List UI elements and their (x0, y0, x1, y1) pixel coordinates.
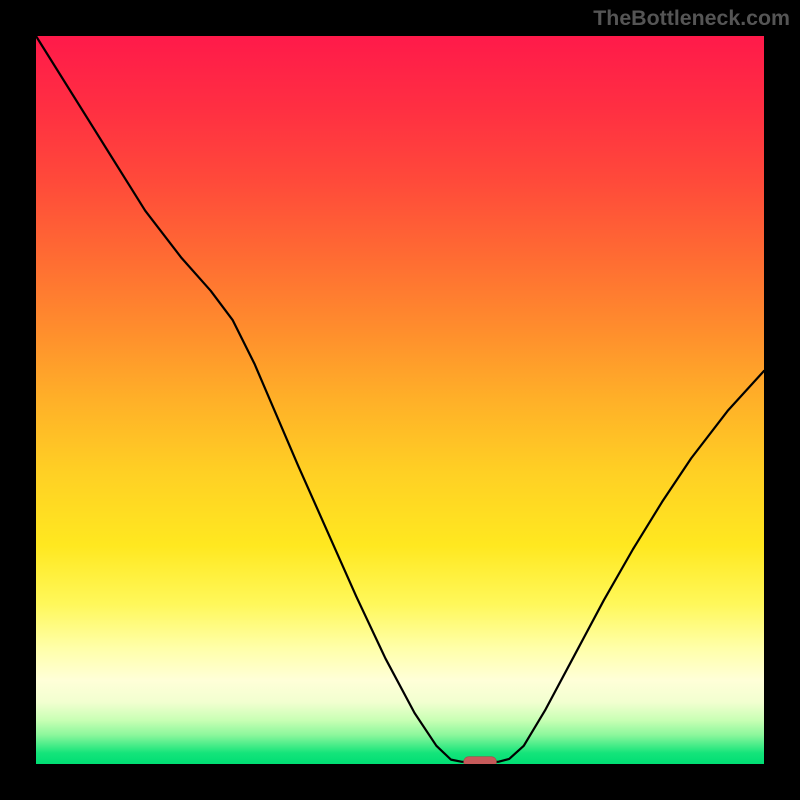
chart-frame: TheBottleneck.com (0, 0, 800, 800)
plot-svg (36, 36, 764, 764)
optimal-marker (464, 757, 497, 764)
plot-area (36, 36, 764, 764)
gradient-background (36, 36, 764, 764)
watermark-text: TheBottleneck.com (593, 6, 790, 31)
